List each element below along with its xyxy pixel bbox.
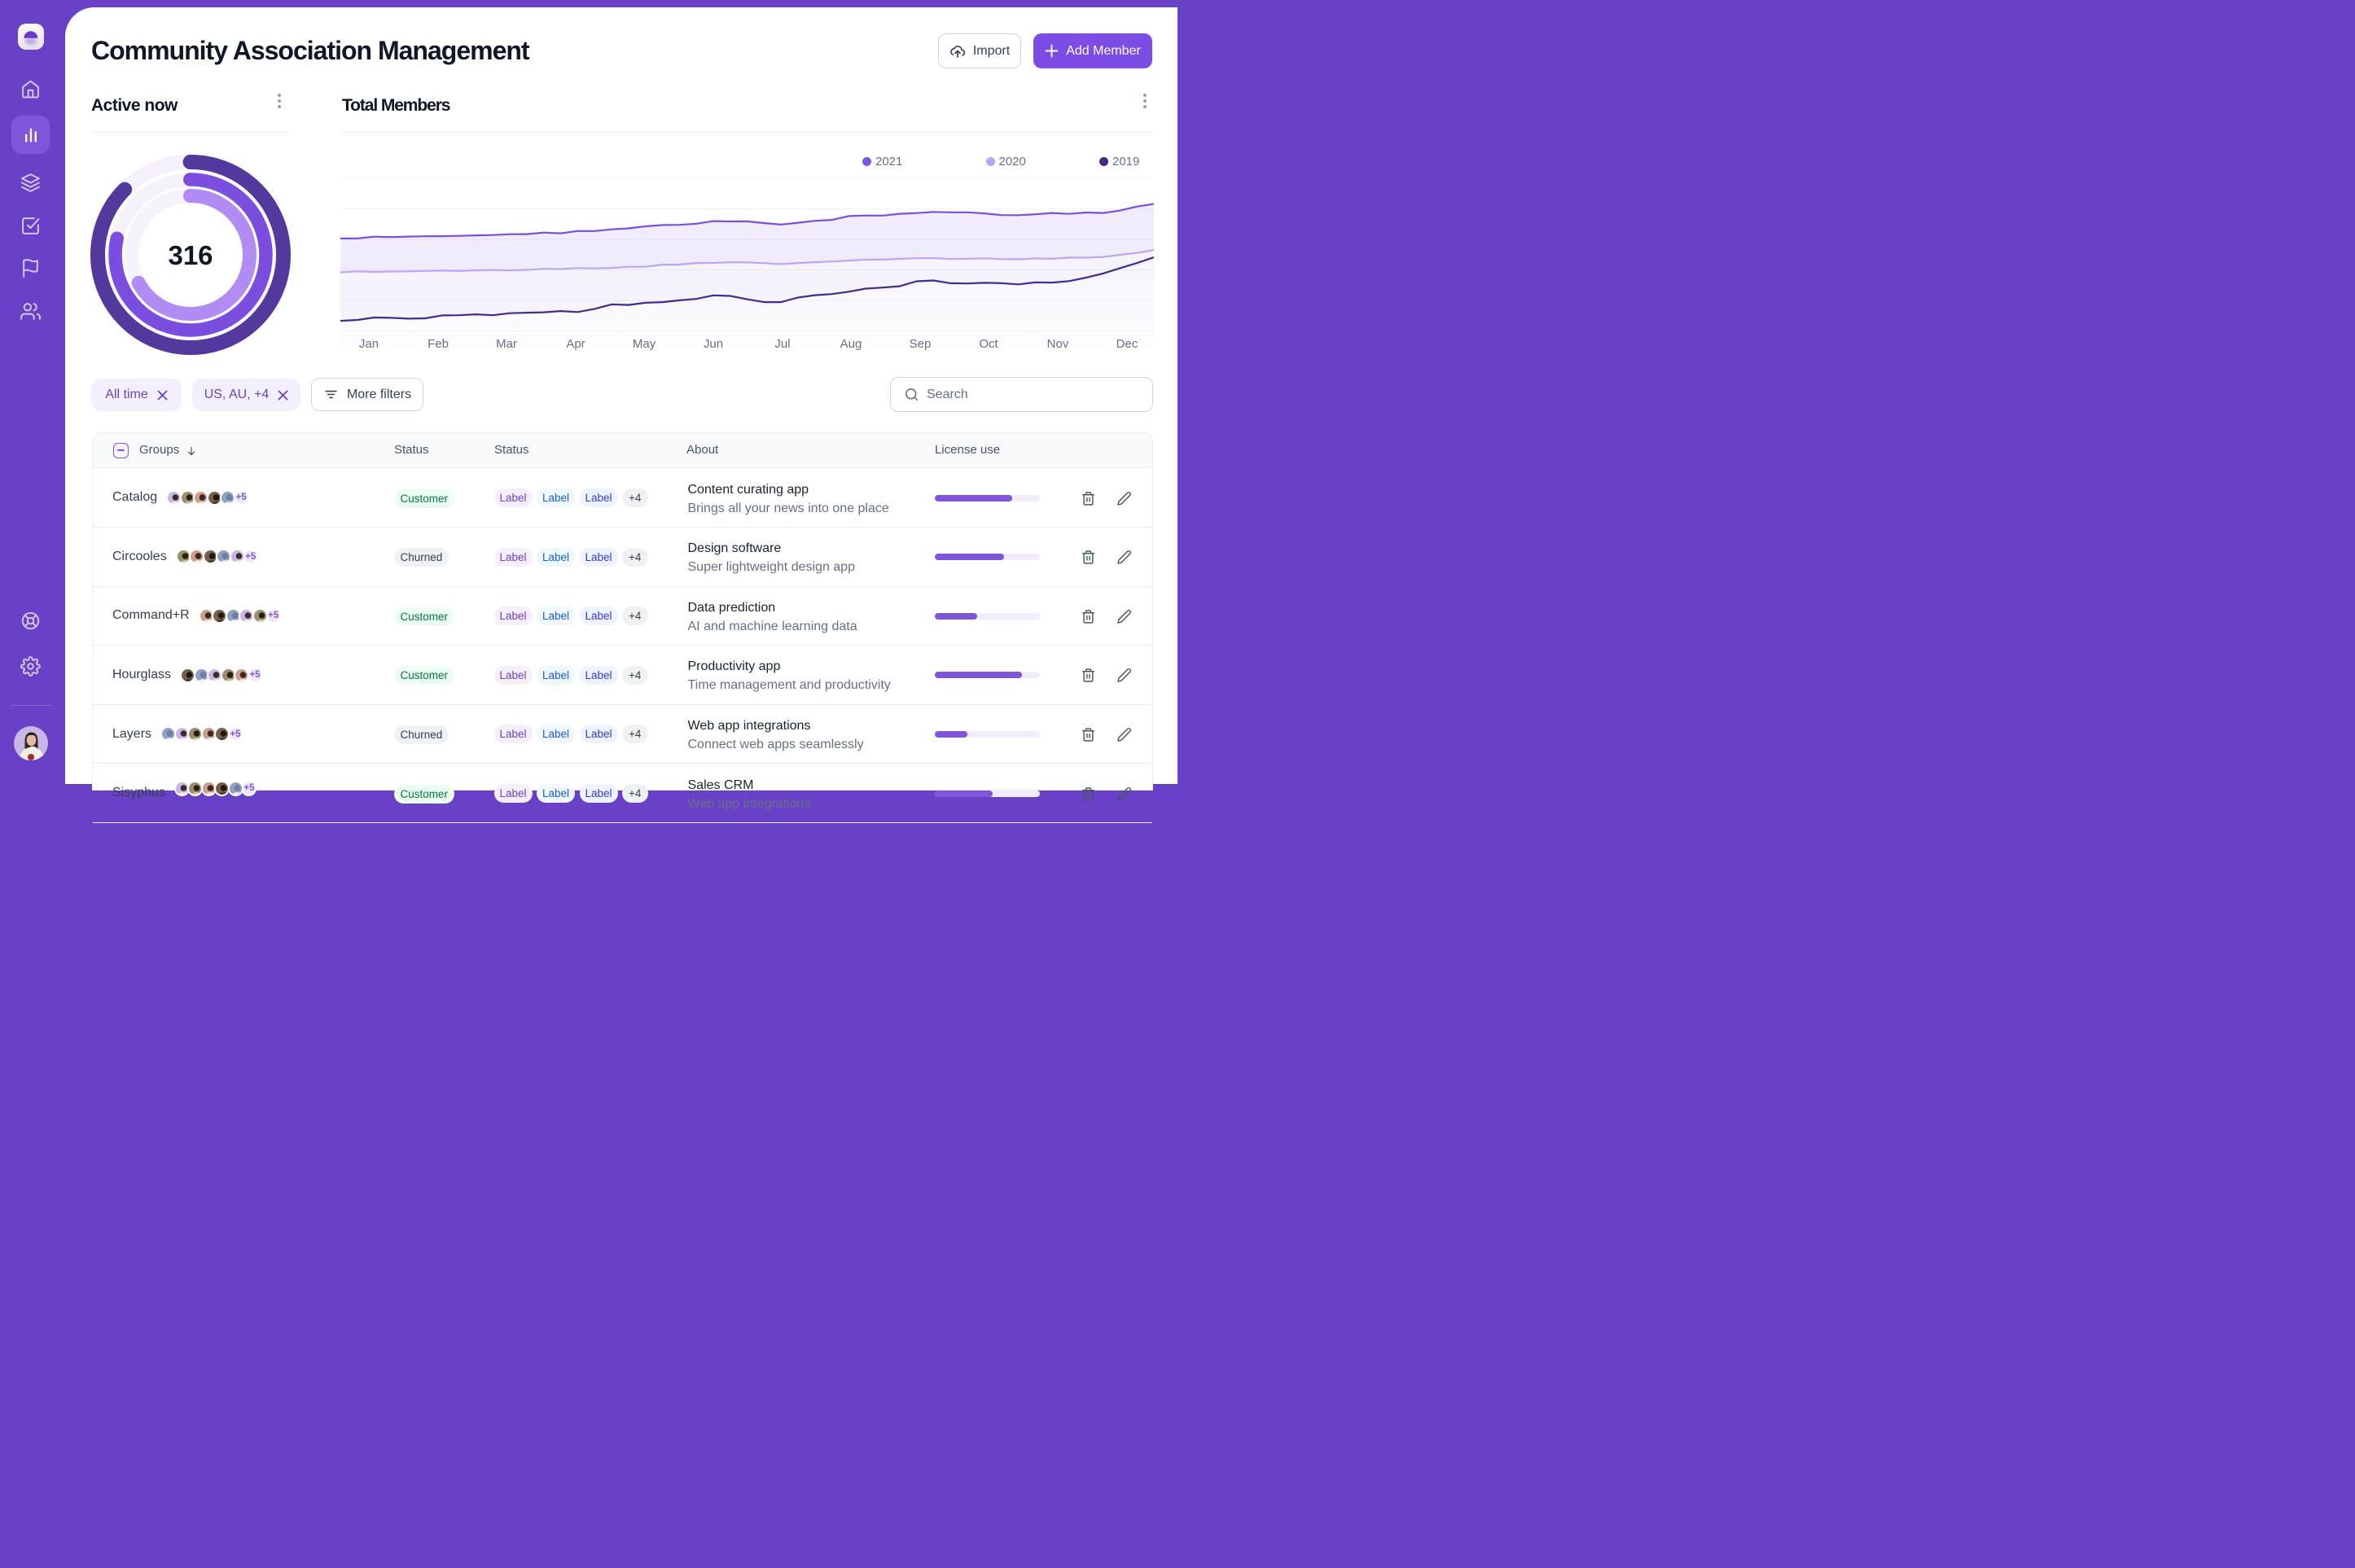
svg-text:316: 316: [168, 240, 213, 270]
